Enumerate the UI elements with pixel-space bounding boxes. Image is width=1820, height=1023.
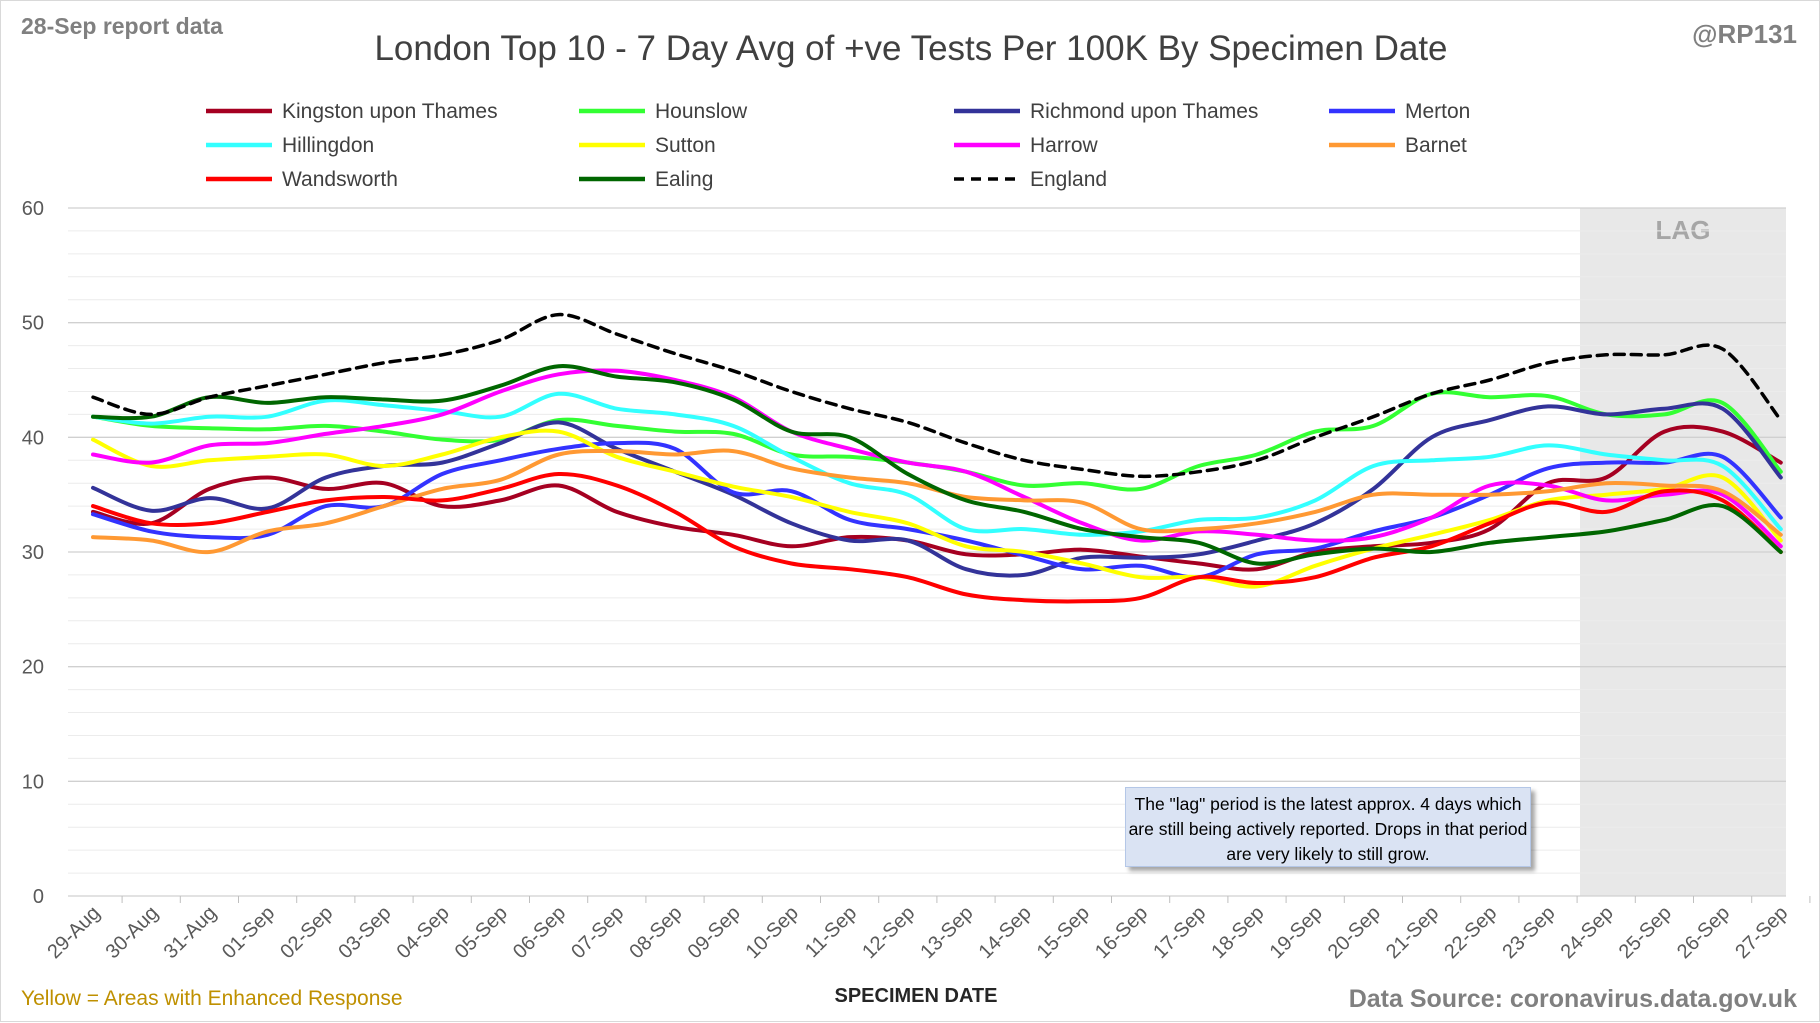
legend-label: Hillingdon <box>282 134 374 157</box>
x-tick-label: 15-Sep <box>1033 902 1094 963</box>
y-tick-label: 20 <box>22 657 44 679</box>
y-axis-ticks: 0 10 20 30 40 50 60 <box>22 198 44 908</box>
x-tick-label: 30-Aug <box>102 902 163 963</box>
lag-explanation-note: The "lag" period is the latest approx. 4… <box>1125 787 1531 867</box>
legend-label: Kingston upon Thames <box>282 100 498 123</box>
y-tick-label: 30 <box>22 542 44 564</box>
x-tick-label: 25-Sep <box>1615 902 1676 963</box>
x-tick-label: 18-Sep <box>1207 902 1268 963</box>
series-line-harrow <box>91 368 1783 549</box>
series-line-england <box>91 312 1783 479</box>
x-tick-label: 17-Sep <box>1149 902 1210 963</box>
enhanced-response-note: Yellow = Areas with Enhanced Response <box>21 987 403 1010</box>
x-tick-label: 12-Sep <box>858 902 919 963</box>
legend-label: England <box>1030 168 1107 191</box>
x-tick-label: 26-Sep <box>1673 902 1734 963</box>
legend-label: Merton <box>1405 100 1470 123</box>
author-tag: @RP131 <box>1692 19 1797 49</box>
x-tick-label: 29-Aug <box>43 902 104 963</box>
x-tick-label: 23-Sep <box>1498 902 1559 963</box>
x-tick-label: 02-Sep <box>276 902 337 963</box>
x-tick-label: 31-Aug <box>160 902 221 963</box>
y-tick-label: 60 <box>22 198 44 220</box>
series-line-wandsworth <box>91 471 1783 604</box>
x-tick-label: 20-Sep <box>1324 902 1385 963</box>
y-tick-label: 40 <box>22 427 44 449</box>
x-tick-label: 06-Sep <box>509 902 570 963</box>
x-tick-label: 01-Sep <box>218 902 279 963</box>
series-line-merton <box>91 440 1783 580</box>
legend-label: Ealing <box>655 168 713 191</box>
lag-label: LAG <box>1656 215 1711 245</box>
x-tick-label: 03-Sep <box>334 902 395 963</box>
y-tick-label: 50 <box>22 313 44 335</box>
x-tick-label: 11-Sep <box>801 902 861 962</box>
gridlines <box>68 207 1786 897</box>
x-tick-label: 27-Sep <box>1731 902 1792 963</box>
x-tick-label: 16-Sep <box>1091 902 1152 963</box>
x-axis-ticks: 29-Aug30-Aug31-Aug01-Sep02-Sep03-Sep04-S… <box>43 896 1811 963</box>
legend-label: Harrow <box>1030 134 1099 157</box>
report-date-label: 28-Sep report data <box>21 13 223 39</box>
x-tick-label: 04-Sep <box>393 902 454 963</box>
x-tick-label: 14-Sep <box>975 902 1036 963</box>
x-tick-label: 21-Sep <box>1382 902 1443 963</box>
x-tick-label: 05-Sep <box>451 902 512 963</box>
x-tick-label: 09-Sep <box>684 902 745 963</box>
series-lines <box>91 312 1783 604</box>
legend-label: Barnet <box>1405 134 1467 157</box>
data-source-label: Data Source: coronavirus.data.gov.uk <box>1348 985 1797 1013</box>
chart-title: London Top 10 - 7 Day Avg of +ve Tests P… <box>374 29 1448 68</box>
x-tick-label: 24-Sep <box>1557 902 1618 963</box>
x-tick-label: 22-Sep <box>1440 902 1501 963</box>
x-tick-label: 10-Sep <box>742 902 803 963</box>
x-tick-label: 13-Sep <box>916 902 977 963</box>
x-tick-label: 19-Sep <box>1266 902 1327 963</box>
series-line-hillingdon <box>91 391 1783 537</box>
x-tick-label: 07-Sep <box>567 902 628 963</box>
series-line-ealing <box>91 364 1783 566</box>
legend-label: Richmond upon Thames <box>1030 100 1258 123</box>
x-axis-title: SPECIMEN DATE <box>834 985 998 1007</box>
legend-label: Wandsworth <box>282 168 398 191</box>
legend-label: Hounslow <box>655 100 748 123</box>
y-tick-label: 10 <box>22 771 44 793</box>
legend: Kingston upon Thames Hounslow Richmond upo… <box>206 100 1470 191</box>
legend-label: Sutton <box>655 134 716 157</box>
y-tick-label: 0 <box>33 886 44 908</box>
x-tick-label: 08-Sep <box>625 902 686 963</box>
